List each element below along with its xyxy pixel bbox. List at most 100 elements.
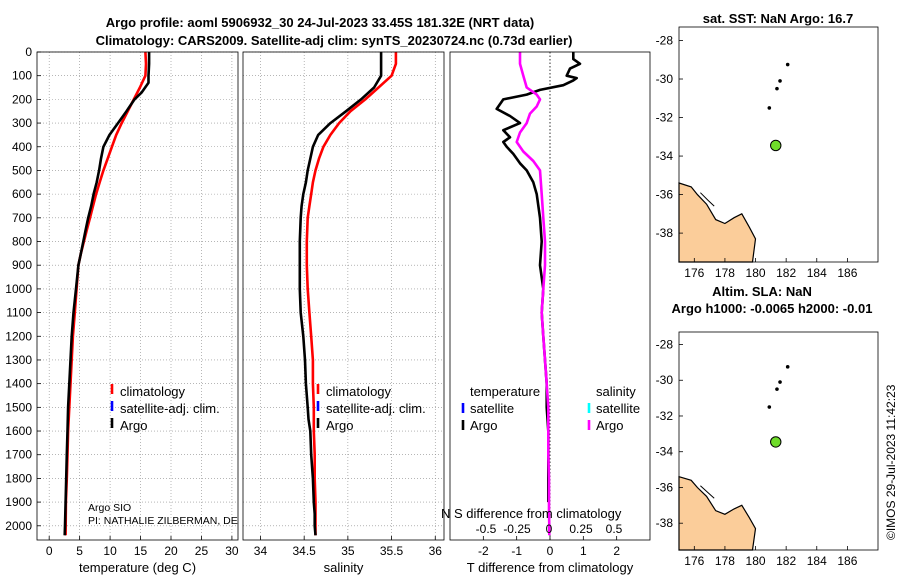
lat-tick-label: -38: [656, 226, 674, 240]
plot-area: [243, 52, 444, 540]
y-tick-label: 1400: [5, 377, 32, 391]
lat-tick-label: -28: [656, 338, 674, 352]
legend-label: climatology: [120, 384, 186, 399]
x-tick-label: 35.5: [380, 544, 404, 558]
legend-label: Argo: [596, 418, 623, 433]
y-tick-label: 0: [25, 45, 32, 59]
island-marker: [785, 62, 790, 67]
y-tick-label: 1600: [5, 424, 32, 438]
series-line-Argo: [63, 52, 151, 536]
x-tick-label: 34.5: [292, 544, 316, 558]
x-tick-label: 15: [134, 544, 148, 558]
lat-tick-label: -34: [656, 149, 674, 163]
profile-location-marker: [770, 139, 782, 152]
series-line-climatology: [305, 52, 398, 536]
plot-area: [450, 52, 650, 540]
y-tick-label: 1800: [5, 471, 32, 485]
secondary-tick-label: -0.5: [476, 522, 497, 536]
legend-header-salinity: salinity: [596, 384, 636, 399]
island-marker: [775, 387, 779, 391]
lat-tick-label: -34: [656, 445, 674, 459]
y-tick-label: 400: [12, 140, 32, 154]
lat-tick-label: -30: [656, 373, 674, 387]
lat-tick-label: -32: [656, 111, 674, 125]
lon-tick-label: 180: [746, 266, 766, 280]
x-tick-label: 0: [46, 544, 53, 558]
x-tick-label: 25: [195, 544, 209, 558]
lat-tick-label: -36: [656, 188, 674, 202]
plot-area: [37, 52, 238, 540]
y-tick-label: 1100: [6, 306, 32, 320]
series-line-Argo: [298, 52, 383, 536]
credit-line-2: PI: NATHALIE ZILBERMAN, DE: [88, 515, 238, 527]
map-sst-panel: -28 -30 -32 -34 -36 -38 176 178 180 182 184 186: [656, 26, 879, 280]
timestamp: ©IMOS 29-Jul-2023 11:42:23: [884, 384, 898, 540]
y-tick-label: 200: [12, 92, 32, 106]
lat-tick-label: -28: [656, 33, 674, 47]
y-tick-label: 1000: [5, 282, 32, 296]
secondary-tick-label: 0: [546, 522, 553, 536]
y-tick-label: 1700: [5, 448, 32, 462]
x-tick-label: 36: [429, 544, 443, 558]
legend-label: climatology: [326, 384, 392, 399]
y-tick-label: 500: [12, 163, 32, 177]
temperature-panel: 0 5 10 15 20 25 30 temperature (deg C) 0 100 200 30…: [5, 45, 239, 575]
overflow-text: N S difference from climatology: [441, 506, 622, 521]
coastline-detail: [700, 485, 715, 499]
island-marker: [767, 106, 772, 110]
x-tick-label: 5: [76, 544, 83, 558]
lon-tick-label: 176: [684, 266, 704, 280]
lon-tick-label: 184: [807, 266, 827, 280]
lon-tick-label: 176: [684, 554, 704, 568]
profile-location-marker: [770, 436, 782, 448]
lon-tick-label: 180: [746, 554, 766, 568]
legend-label: Argo: [120, 418, 147, 433]
lat-tick-label: -38: [656, 516, 674, 530]
island-marker: [778, 380, 782, 384]
x-tick-label: 1: [580, 544, 587, 558]
secondary-tick-label: -0.25: [503, 522, 531, 536]
credit-line-1: Argo SIO: [88, 502, 131, 514]
lon-tick-label: 186: [837, 266, 857, 280]
lat-tick-label: -36: [656, 480, 674, 494]
x-tick-label: 30: [225, 544, 239, 558]
x-tick-label: 34: [254, 544, 268, 558]
y-tick-label: 100: [12, 69, 32, 83]
lon-tick-label: 182: [776, 554, 796, 568]
legend-label: satellite: [596, 401, 640, 416]
map-sst-title: sat. SST: NaN Argo: 16.7: [703, 11, 854, 26]
x-tick-label: 20: [164, 544, 178, 558]
y-tick-label: 800: [12, 235, 32, 249]
legend-label: satellite-adj. clim.: [326, 401, 426, 416]
y-tick-label: 1900: [5, 495, 32, 509]
y-tick-label: 700: [12, 211, 32, 225]
x-tick-label: -2: [478, 544, 489, 558]
map-altim-title-2: Argo h1000: -0.0065 h2000: -0.01: [672, 301, 873, 316]
title-line-2: Climatology: CARS2009. Satellite-adj cli…: [96, 33, 573, 48]
y-tick-label: 1300: [5, 353, 32, 367]
lon-tick-label: 178: [715, 266, 735, 280]
y-tick-label: 2000: [5, 519, 32, 533]
series-line-salinity-Argo: [515, 52, 551, 536]
legend-label: Argo: [326, 418, 353, 433]
map-altim-panel: -28 -30 -32 -34 -36 -38 176 178 180 182 184 186: [656, 331, 879, 568]
map-box: [678, 331, 879, 551]
x-tick-label: 10: [103, 544, 117, 558]
legend-label: Argo: [470, 418, 497, 433]
secondary-tick-label: 0.5: [606, 522, 623, 536]
island-marker: [785, 365, 790, 369]
axes-box: [36, 51, 239, 541]
legend-header-temperature: temperature: [470, 384, 540, 399]
lon-tick-label: 178: [715, 554, 735, 568]
lon-tick-label: 182: [776, 266, 796, 280]
secondary-tick-label: 0.25: [569, 522, 593, 536]
salinity-panel: 34 34.5 35 35.5 36 salinity climatology satelli…: [242, 51, 445, 575]
lon-tick-label: 186: [837, 554, 857, 568]
y-tick-label: 900: [12, 258, 32, 272]
x-axis-label: temperature (deg C): [79, 560, 196, 575]
lat-tick-label: -30: [656, 72, 674, 86]
x-tick-label: 2: [613, 544, 620, 558]
x-axis-label: salinity: [324, 560, 364, 575]
y-tick-label: 600: [12, 187, 32, 201]
